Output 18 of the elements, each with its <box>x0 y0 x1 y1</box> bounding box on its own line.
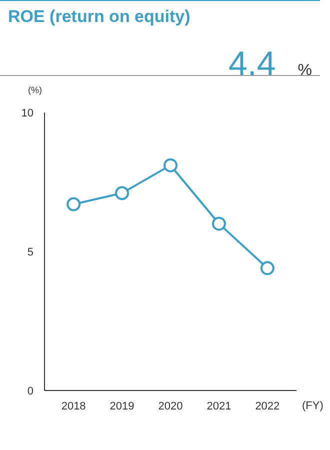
x-tick-label: 2020 <box>158 400 183 412</box>
point <box>212 216 226 231</box>
y-tick-label: 5 <box>27 246 34 258</box>
chart-subtitle: 4.4 <box>228 45 276 83</box>
x-tick-label: 2021 <box>206 400 232 412</box>
y-axis-title: (%) <box>28 84 42 97</box>
x-tick-label: 2022 <box>255 400 280 412</box>
point <box>164 158 178 172</box>
x-tick-label: 2019 <box>110 400 134 412</box>
point <box>66 197 81 212</box>
x-tick-label: 2018 <box>61 400 86 412</box>
point <box>115 186 130 200</box>
chart-title: ROE (return on equity) <box>8 6 190 28</box>
y-tick-label: 10 <box>21 108 34 120</box>
text: % <box>298 62 312 79</box>
y-tick-label: 0 <box>27 386 34 398</box>
point <box>260 261 274 276</box>
x-axis-title: (FY) <box>302 399 324 414</box>
